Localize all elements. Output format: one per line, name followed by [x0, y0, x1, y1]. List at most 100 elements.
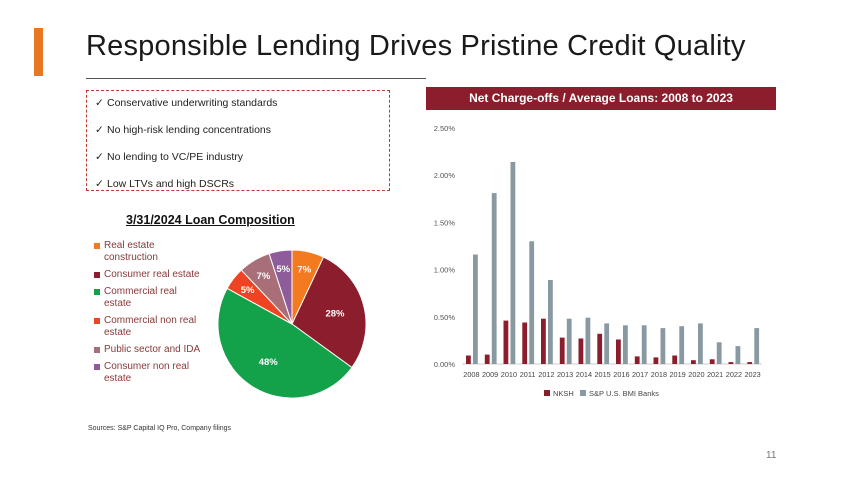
pie-data-label: 5% — [241, 285, 255, 296]
pie-data-label: 5% — [276, 264, 290, 275]
x-tick-label: 2009 — [482, 370, 498, 379]
bar — [510, 162, 516, 364]
x-tick-label: 2015 — [594, 370, 610, 379]
checklist-item: ✓ Low LTVs and high DSCRs — [95, 176, 389, 203]
pie-legend-item: Commercial real estate — [94, 286, 206, 310]
bar — [672, 355, 678, 364]
bar — [473, 254, 478, 364]
pie-legend-item: Public sector and IDA — [94, 344, 206, 356]
checklist-item: ✓ No lending to VC/PE industry — [95, 149, 389, 176]
checklist-item: ✓ No high-risk lending concentrations — [95, 122, 389, 149]
x-tick-label: 2018 — [651, 370, 667, 379]
pie-legend-item: Real estate construction — [94, 240, 206, 264]
bar — [541, 318, 546, 364]
bar — [754, 328, 760, 364]
pie-slice — [268, 249, 293, 325]
bar — [735, 346, 741, 364]
bar — [679, 326, 685, 364]
pie-data-label: 28% — [325, 309, 345, 320]
bar — [641, 325, 647, 364]
pie-slice — [217, 287, 353, 399]
bar — [728, 362, 734, 364]
bar-legend-label: NKSH — [553, 389, 574, 398]
pie-legend-label: Consumer non real estate — [104, 361, 190, 384]
x-tick-label: 2016 — [613, 370, 629, 379]
y-tick-label: 0.00% — [434, 360, 456, 369]
pie-legend-label: Consumer real estate — [104, 269, 200, 280]
bar — [716, 342, 722, 364]
bar — [634, 356, 640, 364]
pie-legend-item: Consumer real estate — [94, 269, 206, 281]
bar — [698, 323, 703, 364]
page-number: 11 — [766, 450, 777, 461]
credit-policy-checklist: ✓ Conservative underwriting standards ✓ No… — [86, 90, 390, 191]
x-tick-label: 2017 — [632, 370, 648, 379]
x-tick-label: 2010 — [501, 370, 517, 379]
pie-legend-label: Real estate construction — [104, 240, 158, 263]
bar — [616, 339, 621, 364]
x-tick-label: 2022 — [726, 370, 742, 379]
title-divider — [86, 78, 426, 79]
pie-legend-label: Commercial non real estate — [104, 315, 197, 338]
legend-swatch — [94, 289, 100, 295]
bar — [597, 333, 603, 364]
bar-legend-swatch — [580, 390, 586, 396]
bar — [522, 322, 528, 364]
bar-legend-label: S&P U.S. BMI Banks — [589, 389, 659, 398]
y-tick-label: 2.00% — [434, 171, 456, 180]
bar — [503, 320, 509, 364]
y-tick-label: 1.50% — [434, 218, 456, 227]
bar — [578, 338, 584, 364]
checklist-item-label: No lending to VC/PE industry — [107, 151, 243, 163]
checklist-item-label: Conservative underwriting standards — [107, 97, 278, 109]
bar — [604, 323, 610, 364]
legend-swatch — [94, 318, 100, 324]
bar — [484, 354, 490, 364]
pie-chart-title: 3/31/2024 Loan Composition — [126, 213, 295, 227]
bar — [660, 328, 666, 364]
pie-data-label: 7% — [297, 265, 311, 276]
bar — [747, 362, 753, 364]
bar — [491, 193, 497, 364]
y-tick-label: 1.00% — [434, 266, 456, 275]
bar — [566, 318, 572, 364]
page-title: Responsible Lending Drives Pristine Cred… — [86, 30, 746, 62]
x-tick-label: 2020 — [688, 370, 704, 379]
checkmark-icon: ✓ — [95, 178, 104, 190]
checklist-item: ✓ Conservative underwriting standards — [95, 95, 389, 122]
legend-swatch — [94, 364, 100, 370]
legend-swatch — [94, 347, 100, 353]
x-tick-label: 2013 — [557, 370, 573, 379]
bar — [653, 357, 659, 364]
net-charge-offs-bar-chart: 0.00%0.50%1.00%1.50%2.00%2.50%2008 2009 20… — [434, 124, 762, 398]
bar-legend-swatch — [544, 390, 550, 396]
checkmark-icon: ✓ — [95, 151, 104, 163]
x-tick-label: 2011 — [520, 370, 536, 379]
bar — [623, 325, 628, 364]
title-accent-bar — [34, 28, 43, 76]
checkmark-icon: ✓ — [95, 97, 104, 109]
y-tick-label: 0.50% — [434, 313, 456, 322]
bar — [585, 317, 591, 364]
pie-legend-label: Commercial real estate — [104, 286, 177, 309]
bar-chart-title: Net Charge-offs / Average Loans: 2008 to… — [426, 87, 776, 110]
x-tick-label: 2008 — [463, 370, 479, 379]
x-tick-label: 2021 — [707, 370, 723, 379]
bar — [559, 337, 565, 364]
x-tick-label: 2012 — [538, 370, 554, 379]
bar — [548, 280, 553, 364]
legend-swatch — [94, 243, 100, 249]
pie-legend-item: Commercial non real estate — [94, 315, 206, 339]
bar — [529, 241, 535, 364]
bar — [466, 355, 471, 364]
x-tick-label: 2023 — [744, 370, 760, 379]
pie-legend-label: Public sector and IDA — [104, 344, 201, 355]
checkmark-icon: ✓ — [95, 124, 104, 136]
pie-data-label: 48% — [259, 357, 279, 368]
legend-swatch — [94, 272, 100, 278]
checklist-item-label: Low LTVs and high DSCRs — [107, 178, 235, 190]
x-tick-label: 2019 — [669, 370, 685, 379]
y-tick-label: 2.50% — [434, 124, 456, 133]
pie-legend-item: Consumer non real estate — [94, 361, 206, 385]
pie-legend: Real estate construction Consumer real e… — [94, 240, 206, 390]
